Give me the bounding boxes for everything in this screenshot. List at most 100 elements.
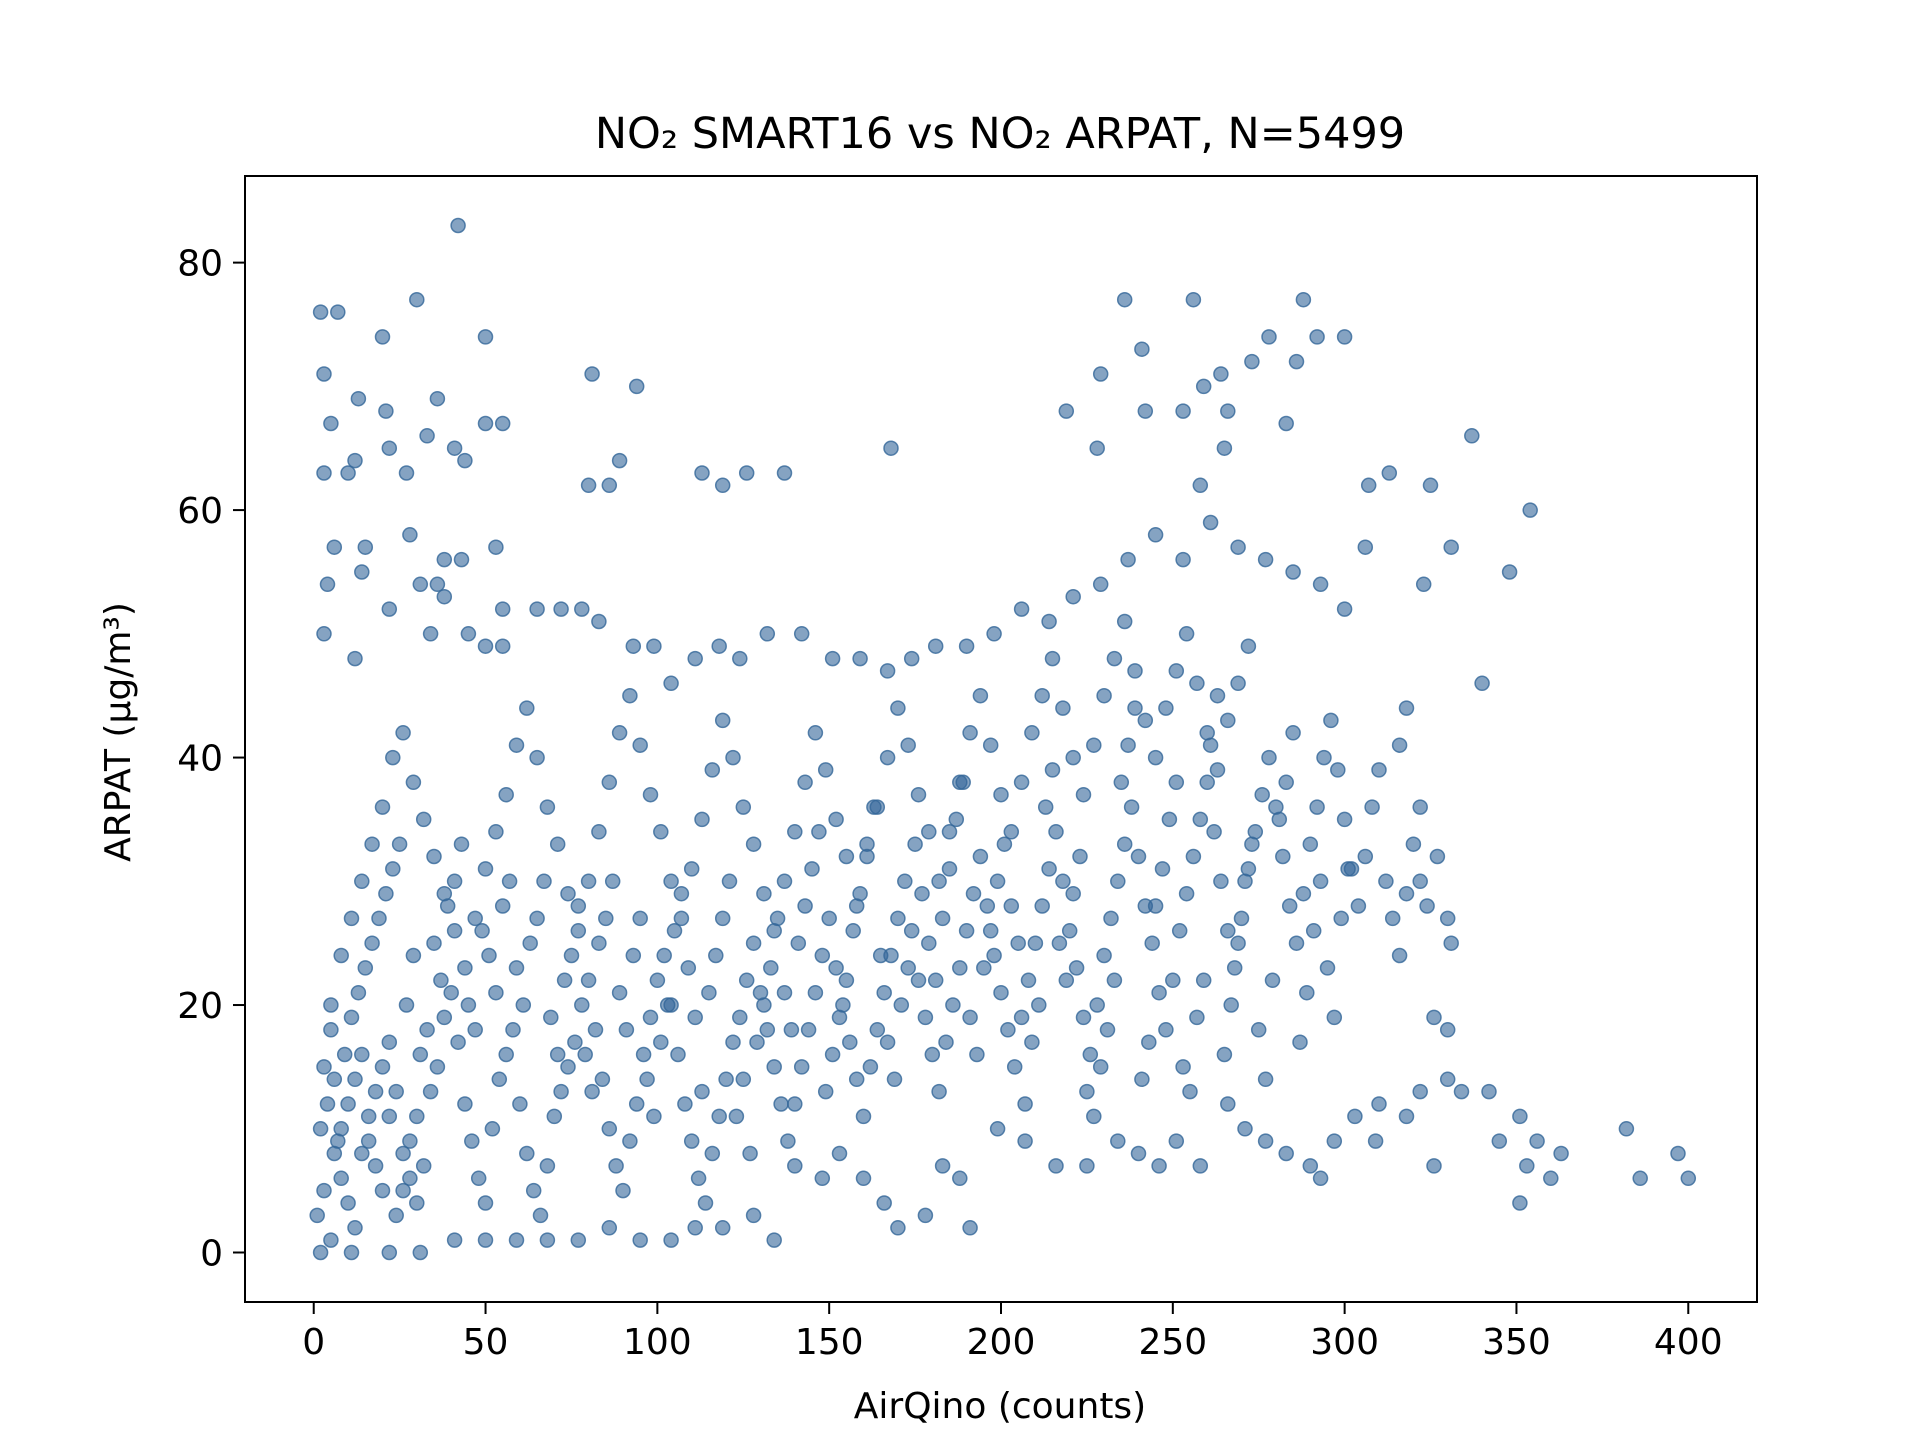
data-point — [1141, 1034, 1157, 1050]
data-point — [347, 1071, 363, 1088]
data-point — [1051, 935, 1068, 951]
data-point — [1165, 972, 1181, 989]
x-axis-label: AirQino (counts) — [854, 1386, 1146, 1427]
data-point — [446, 873, 463, 890]
data-point — [1209, 762, 1226, 778]
data-point — [1302, 836, 1319, 852]
data-point — [1003, 824, 1020, 840]
data-point — [632, 737, 648, 753]
data-point — [1302, 1158, 1319, 1174]
data-point — [381, 440, 398, 456]
data-point — [580, 873, 597, 890]
data-point — [996, 836, 1013, 852]
data-point — [385, 749, 401, 766]
data-point — [738, 972, 755, 989]
data-point — [649, 972, 666, 989]
data-point — [859, 836, 875, 852]
data-point — [952, 1170, 968, 1187]
data-point — [1127, 700, 1143, 716]
data-point — [1096, 947, 1112, 964]
data-point — [962, 725, 978, 741]
data-point — [350, 390, 367, 407]
data-point — [694, 1083, 710, 1100]
data-point — [570, 898, 587, 914]
data-point — [1491, 1133, 1508, 1149]
data-point — [498, 786, 514, 803]
data-point — [1357, 539, 1374, 555]
data-point — [1264, 972, 1281, 989]
data-point — [1360, 477, 1377, 494]
data-point — [852, 885, 868, 902]
data-point — [1543, 1170, 1559, 1187]
data-point — [1512, 1108, 1528, 1125]
data-point — [697, 1195, 714, 1211]
points-layer — [309, 217, 1697, 1261]
data-point — [1079, 1158, 1095, 1174]
data-point — [1309, 329, 1325, 345]
data-point — [343, 1244, 360, 1261]
data-point — [862, 1059, 879, 1075]
x-axis: 0 50 100 150 200 250 300 350 400 — [302, 1302, 1723, 1363]
data-point — [319, 1096, 336, 1112]
data-point — [381, 1034, 398, 1050]
data-point — [855, 1108, 872, 1125]
data-point — [532, 1207, 549, 1224]
data-point — [828, 811, 844, 828]
data-point — [756, 885, 772, 902]
data-point — [1089, 997, 1105, 1013]
data-point — [326, 1071, 343, 1088]
data-point — [807, 725, 824, 741]
data-point — [364, 935, 380, 951]
data-point — [402, 1133, 418, 1149]
data-point — [718, 1071, 734, 1088]
data-point — [958, 638, 975, 654]
data-point — [611, 452, 628, 469]
data-point — [1123, 799, 1140, 815]
data-point — [1154, 861, 1171, 877]
data-point — [683, 861, 700, 877]
data-point — [1116, 291, 1133, 308]
data-point — [831, 1145, 848, 1162]
data-point — [1185, 291, 1202, 308]
data-point — [1099, 1022, 1116, 1038]
x-tick-label: 400 — [1654, 1322, 1723, 1363]
data-point — [745, 836, 762, 852]
data-point — [611, 725, 628, 741]
data-point — [453, 836, 470, 852]
data-point — [903, 923, 920, 939]
data-point — [986, 947, 1002, 964]
data-point — [635, 1046, 652, 1063]
data-point — [1391, 947, 1408, 964]
data-point — [1137, 712, 1154, 729]
data-point — [591, 613, 607, 630]
data-point — [316, 626, 332, 642]
data-point — [546, 1108, 563, 1125]
data-point — [312, 1244, 329, 1261]
data-point — [732, 1009, 748, 1026]
data-point — [1058, 403, 1075, 419]
data-point — [1024, 725, 1040, 741]
data-point — [1632, 1170, 1648, 1187]
data-point — [646, 1108, 662, 1125]
data-point — [1195, 972, 1212, 989]
data-point — [1257, 551, 1274, 568]
data-point — [1120, 551, 1136, 568]
data-point — [824, 650, 841, 667]
data-point — [701, 984, 717, 1001]
data-point — [1209, 687, 1226, 704]
data-point — [1261, 749, 1277, 766]
data-point — [1305, 923, 1322, 939]
data-point — [1048, 1158, 1064, 1174]
data-point — [608, 1158, 624, 1174]
data-point — [890, 1220, 906, 1236]
data-point — [494, 638, 511, 654]
data-point — [842, 1034, 858, 1050]
data-point — [1048, 824, 1064, 840]
data-point — [883, 440, 899, 456]
data-point — [426, 935, 442, 951]
data-point — [852, 650, 868, 667]
data-point — [800, 1022, 817, 1038]
data-point — [1378, 873, 1394, 890]
data-point — [1000, 1022, 1016, 1038]
data-point — [1364, 799, 1380, 815]
